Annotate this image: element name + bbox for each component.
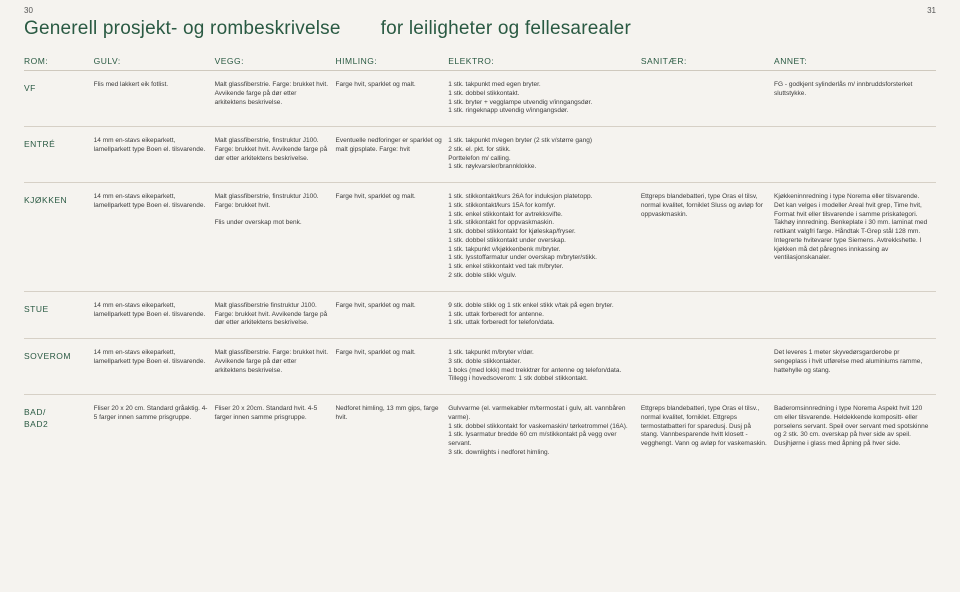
cell: 14 mm en-stavs eikeparkett, lamellparket…	[94, 291, 215, 338]
table-row: BAD/ BAD2Fliser 20 x 20 cm. Standard grå…	[24, 395, 936, 468]
cell: Malt glassfiberstrie, finstruktur J100. …	[215, 127, 336, 183]
cell	[774, 127, 936, 183]
table-row: ENTRÉ14 mm en-stavs eikeparkett, lamellp…	[24, 127, 936, 183]
header-elektro: ELEKTRO:	[448, 50, 641, 71]
cell: Baderomsinnredning i type Norema Aspekt …	[774, 395, 936, 468]
row-label: BAD/ BAD2	[24, 395, 94, 468]
header-rom: ROM:	[24, 50, 94, 71]
spec-table: ROM: GULV: VEGG: HIMLING: ELEKTRO: SANIT…	[24, 50, 936, 468]
cell	[641, 291, 774, 338]
table-row: SOVEROM14 mm en-stavs eikeparkett, lamel…	[24, 339, 936, 395]
cell: 14 mm en-stavs eikeparkett, lamellparket…	[94, 127, 215, 183]
row-label: STUE	[24, 291, 94, 338]
cell: Nedforet himling, 13 mm gips, farge hvit…	[335, 395, 448, 468]
header-annet: ANNET:	[774, 50, 936, 71]
row-label: VF	[24, 71, 94, 127]
cell: Farge hvit, sparklet og malt.	[335, 71, 448, 127]
row-label: KJØKKEN	[24, 183, 94, 292]
cell: 1 stk. takpunkt m/bryter v/dør. 3 stk. d…	[448, 339, 641, 395]
cell: Farge hvit, sparklet og malt.	[335, 291, 448, 338]
cell: Flis med lakkert eik fotlist.	[94, 71, 215, 127]
cell: Fliser 20 x 20 cm. Standard gråaktig. 4-…	[94, 395, 215, 468]
cell: Farge hvit, sparklet og malt.	[335, 339, 448, 395]
header-himling: HIMLING:	[335, 50, 448, 71]
cell: 1 stk. stikkontakt/kurs 26A for induksjo…	[448, 183, 641, 292]
cell: Kjøkkeninnredning i type Norema eller ti…	[774, 183, 936, 292]
row-label: ENTRÉ	[24, 127, 94, 183]
table-row: VFFlis med lakkert eik fotlist.Malt glas…	[24, 71, 936, 127]
cell: Malt glassfiberstrie. Farge: brukket hvi…	[215, 71, 336, 127]
cell: Det leveres 1 meter skyvedørsgarderobe p…	[774, 339, 936, 395]
cell	[641, 71, 774, 127]
cell: Eventuelle nedforinger er sparklet og ma…	[335, 127, 448, 183]
page-number-right: 31	[927, 6, 936, 15]
cell: Malt glassfiberstrie, finstruktur J100. …	[215, 183, 336, 292]
page-number-left: 30	[24, 6, 33, 15]
cell	[641, 339, 774, 395]
cell	[774, 291, 936, 338]
cell: Fliser 20 x 20cm. Standard hvit. 4-5 far…	[215, 395, 336, 468]
cell: Ettgreps blandebatteri, type Oras el til…	[641, 395, 774, 468]
row-label: SOVEROM	[24, 339, 94, 395]
cell: Malt glassfiberstrie finstruktur J100. F…	[215, 291, 336, 338]
cell: Ettgreps blandebatteri, type Oras el til…	[641, 183, 774, 292]
header-gulv: GULV:	[94, 50, 215, 71]
cell: 14 mm en-stavs eikeparkett, lamellparket…	[94, 183, 215, 292]
cell: Malt glassfiberstrie. Farge: brukket hvi…	[215, 339, 336, 395]
header-vegg: VEGG:	[215, 50, 336, 71]
cell	[641, 127, 774, 183]
cell: 1 stk. takpunkt m/egen bryter (2 stk v/s…	[448, 127, 641, 183]
title-row: Generell prosjekt- og rombeskrivelse for…	[24, 18, 936, 40]
table-row: STUE14 mm en-stavs eikeparkett, lamellpa…	[24, 291, 936, 338]
title-left: Generell prosjekt- og rombeskrivelse	[24, 18, 341, 40]
cell: Gulvvarme (el. varmekabler m/termostat i…	[448, 395, 641, 468]
table-row: KJØKKEN14 mm en-stavs eikeparkett, lamel…	[24, 183, 936, 292]
header-row: ROM: GULV: VEGG: HIMLING: ELEKTRO: SANIT…	[24, 50, 936, 71]
header-sanitaer: SANITÆR:	[641, 50, 774, 71]
cell: 9 stk. doble stikk og 1 stk enkel stikk …	[448, 291, 641, 338]
cell: 14 mm en-stavs eikeparkett, lamellparket…	[94, 339, 215, 395]
cell: Farge hvit, sparklet og malt.	[335, 183, 448, 292]
title-right: for leiligheter og fellesarealer	[381, 18, 631, 40]
cell: FG - godkjent sylinderlås m/ innbruddsfo…	[774, 71, 936, 127]
cell: 1 stk. takpunkt med egen bryter. 1 stk. …	[448, 71, 641, 127]
